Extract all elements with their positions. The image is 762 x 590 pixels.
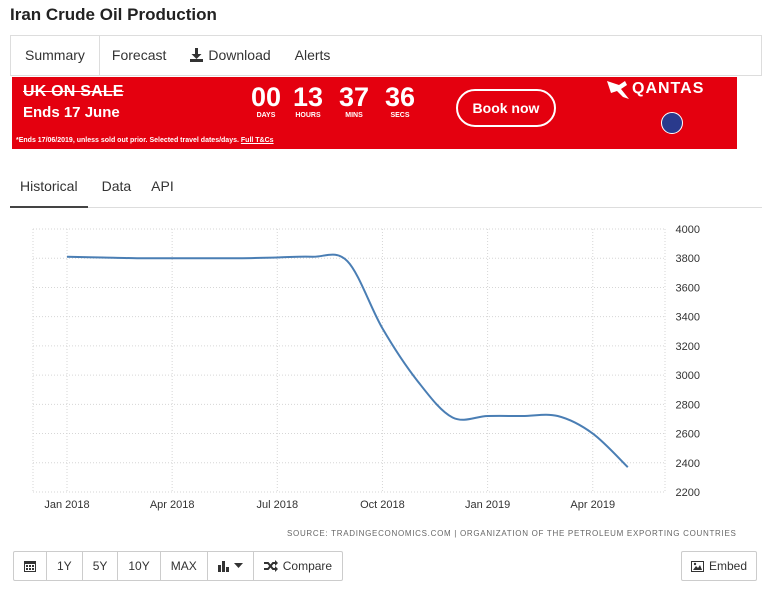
range-5y-button[interactable]: 5Y — [83, 552, 119, 580]
countdown-value: 13 — [292, 82, 324, 112]
y-tick-label: 3200 — [676, 341, 700, 353]
book-now-button[interactable]: Book now — [456, 89, 556, 127]
y-tick-label: 3800 — [676, 253, 700, 265]
countdown-label: HOURS — [295, 112, 321, 119]
ad-ends: Ends 17 June — [23, 104, 120, 121]
page-title: Iran Crude Oil Production — [10, 5, 217, 24]
countdown-label: DAYS — [256, 112, 276, 119]
y-tick-label: 2800 — [676, 399, 700, 411]
tab-historical[interactable]: Historical — [10, 168, 88, 208]
chart-type-button[interactable] — [208, 552, 254, 580]
ad-fine-print: *Ends 17/06/2019, unless sold out prior.… — [16, 137, 274, 144]
x-tick-label: Apr 2019 — [570, 499, 615, 511]
countdown-value: 00 — [250, 82, 282, 112]
image-icon — [691, 560, 704, 572]
x-tick-label: Jan 2019 — [465, 499, 510, 511]
chart-area: 4000 3800 3600 3400 3200 3000 2800 2600 2400 2200… — [10, 209, 762, 544]
bar-chart-icon — [217, 561, 229, 572]
y-tick-label: 2400 — [676, 458, 700, 470]
download-icon — [190, 48, 204, 62]
range-10y-button[interactable]: 10Y — [118, 552, 161, 580]
countdown-mins: 37 MINS — [332, 83, 376, 119]
shuffle-icon — [263, 560, 278, 572]
y-tick-label: 3400 — [676, 312, 700, 324]
ad-headline: UK ON SALE — [23, 83, 124, 100]
kangaroo-logo-icon — [607, 81, 629, 99]
countdown-value: 37 — [338, 82, 370, 112]
chart-source: SOURCE: TRADINGECONOMICS.COM | ORGANIZAT… — [287, 529, 737, 538]
embed-label: Embed — [709, 559, 748, 573]
nav-forecast[interactable]: Forecast — [111, 47, 167, 63]
calendar-button[interactable] — [14, 552, 47, 580]
line-chart: 4000 3800 3600 3400 3200 3000 2800 2600 2400 2200… — [32, 224, 700, 511]
x-tick-label: Oct 2018 — [360, 499, 405, 511]
chart-toolbar: 1Y 5Y 10Y MAX Compare — [13, 551, 344, 581]
y-tick-label: 2600 — [676, 429, 700, 441]
ad-terms-link[interactable]: Full T&Cs — [240, 137, 274, 144]
y-tick-label: 4000 — [676, 224, 700, 236]
countdown-value: 36 — [384, 82, 416, 112]
top-nav: Summary Forecast Download Alerts — [10, 35, 762, 76]
nav-alerts[interactable]: Alerts — [294, 47, 331, 63]
view-tabs: Historical Data API — [10, 168, 762, 208]
x-tick-label: Jul 2018 — [257, 499, 299, 511]
oneworld-badge-icon — [661, 112, 683, 134]
countdown-days: 00 DAYS — [244, 83, 288, 119]
calendar-icon — [24, 561, 36, 572]
nav-download[interactable]: Download — [178, 36, 282, 75]
range-max-button[interactable]: MAX — [161, 552, 208, 580]
y-tick-label: 2200 — [676, 487, 700, 499]
nav-download-label: Download — [208, 47, 271, 63]
nav-summary[interactable]: Summary — [11, 36, 100, 75]
countdown-hours: 13 HOURS — [286, 83, 330, 119]
tab-api[interactable]: API — [151, 178, 174, 194]
ad-brand: QANTAS — [632, 80, 705, 97]
tab-data[interactable]: Data — [101, 178, 132, 194]
embed-button[interactable]: Embed — [681, 551, 757, 581]
ad-fine-text: *Ends 17/06/2019, unless sold out prior.… — [16, 137, 239, 144]
x-tick-label: Jan 2018 — [44, 499, 89, 511]
y-tick-label: 3000 — [676, 370, 700, 382]
range-1y-button[interactable]: 1Y — [47, 552, 83, 580]
y-tick-label: 3600 — [676, 282, 700, 294]
compare-button[interactable]: Compare — [254, 552, 342, 580]
countdown-label: SECS — [390, 112, 410, 119]
caret-down-icon — [233, 563, 243, 568]
countdown-secs: 36 SECS — [378, 83, 422, 119]
countdown-label: MINS — [345, 112, 363, 119]
qantas-ad-banner[interactable]: UK ON SALE Ends 17 June 00 DAYS 13 HOURS… — [12, 77, 737, 149]
series-line — [66, 253, 629, 468]
x-tick-label: Apr 2018 — [150, 499, 195, 511]
compare-label: Compare — [282, 559, 333, 573]
